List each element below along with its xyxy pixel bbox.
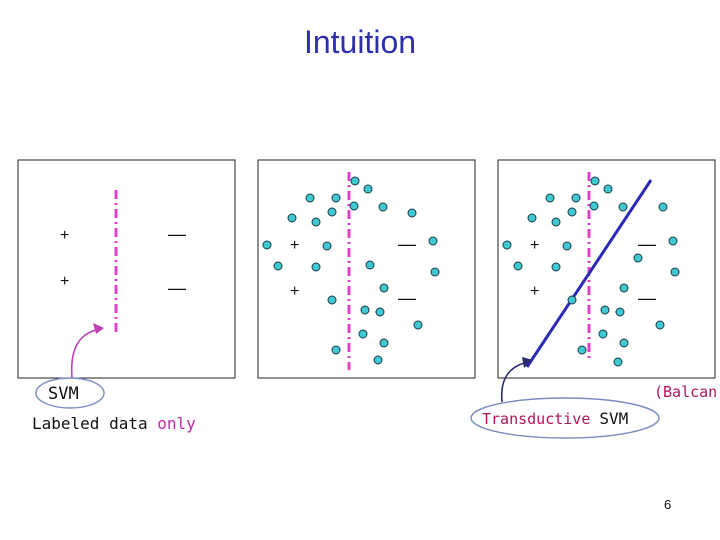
unlabeled-point — [428, 236, 438, 246]
unlabeled-point — [600, 305, 610, 315]
positive-mark: + — [60, 227, 69, 244]
unlabeled-point — [613, 357, 623, 367]
positive-mark: + — [530, 237, 539, 254]
unlabeled-point — [350, 176, 360, 186]
positive-mark: + — [60, 273, 69, 290]
unlabeled-point — [668, 236, 678, 246]
unlabeled-point — [551, 217, 561, 227]
unlabeled-point — [430, 267, 440, 277]
panel-unlabeled — [257, 159, 476, 379]
unlabeled-point — [633, 253, 643, 263]
transductive-ellipse — [470, 397, 660, 439]
unlabeled-point — [379, 338, 389, 348]
unlabeled-point — [378, 202, 388, 212]
transductive-svm-text: SVM — [599, 409, 629, 428]
unlabeled-point — [262, 240, 272, 250]
unlabeled-point — [373, 355, 383, 365]
slide-title: Intuition — [303, 24, 417, 60]
unlabeled-point — [567, 295, 577, 305]
unlabeled-point — [375, 307, 385, 317]
transductive-text: Transductive — [482, 410, 591, 428]
unlabeled-point — [331, 193, 341, 203]
svm-ellipse — [35, 377, 105, 409]
unlabeled-point — [589, 201, 599, 211]
panel-transductive — [497, 159, 716, 379]
unlabeled-point — [502, 240, 512, 250]
unlabeled-point — [363, 184, 373, 194]
negative-mark: — — [638, 288, 656, 308]
transductive-svm-label: Transductive SVM — [482, 409, 628, 428]
unlabeled-point — [527, 213, 537, 223]
unlabeled-point — [567, 207, 577, 217]
negative-mark: — — [168, 278, 186, 298]
svm-arrow — [70, 329, 97, 379]
unlabeled-point — [618, 202, 628, 212]
unlabeled-point — [577, 345, 587, 355]
negative-mark: — — [398, 288, 416, 308]
positive-mark: + — [530, 283, 539, 300]
unlabeled-point — [562, 241, 572, 251]
unlabeled-point — [311, 262, 321, 272]
unlabeled-point — [413, 320, 423, 330]
negative-mark: — — [638, 234, 656, 254]
transductive-separator — [525, 179, 653, 368]
unlabeled-point — [619, 283, 629, 293]
unlabeled-point — [655, 320, 665, 330]
negative-mark: — — [168, 224, 186, 244]
svm-arrow-head — [93, 323, 104, 334]
credit-label: (Balcan) — [654, 383, 720, 401]
positive-mark: + — [290, 283, 299, 300]
unlabeled-point — [360, 305, 370, 315]
page-number: 6 — [664, 497, 672, 512]
unlabeled-point — [603, 184, 613, 194]
unlabeled-point — [571, 193, 581, 203]
unlabeled-point — [349, 201, 359, 211]
unlabeled-point — [551, 262, 561, 272]
unlabeled-point — [407, 208, 417, 218]
unlabeled-point — [358, 329, 368, 339]
unlabeled-point — [545, 193, 555, 203]
labeled-data-text: Labeled data — [32, 414, 148, 433]
unlabeled-point — [322, 241, 332, 251]
unlabeled-point — [513, 261, 523, 271]
unlabeled-point — [379, 283, 389, 293]
negative-mark: — — [398, 234, 416, 254]
unlabeled-point — [311, 217, 321, 227]
tsvm-arrow — [500, 362, 525, 403]
unlabeled-point — [365, 260, 375, 270]
unlabeled-point — [287, 213, 297, 223]
unlabeled-point — [305, 193, 315, 203]
unlabeled-point — [615, 307, 625, 317]
unlabeled-point — [327, 207, 337, 217]
labeled-data-caption: Labeled data only — [32, 414, 196, 433]
unlabeled-point — [590, 176, 600, 186]
unlabeled-point — [273, 261, 283, 271]
unlabeled-point — [658, 202, 668, 212]
unlabeled-point — [327, 295, 337, 305]
unlabeled-point — [619, 338, 629, 348]
panel-labeled-only — [17, 159, 236, 379]
unlabeled-point — [598, 329, 608, 339]
only-text: only — [157, 414, 196, 433]
positive-mark: + — [290, 237, 299, 254]
tsvm-arrow-head — [522, 357, 533, 368]
unlabeled-point — [331, 345, 341, 355]
svm-label: SVM — [48, 384, 79, 404]
unlabeled-point — [670, 267, 680, 277]
